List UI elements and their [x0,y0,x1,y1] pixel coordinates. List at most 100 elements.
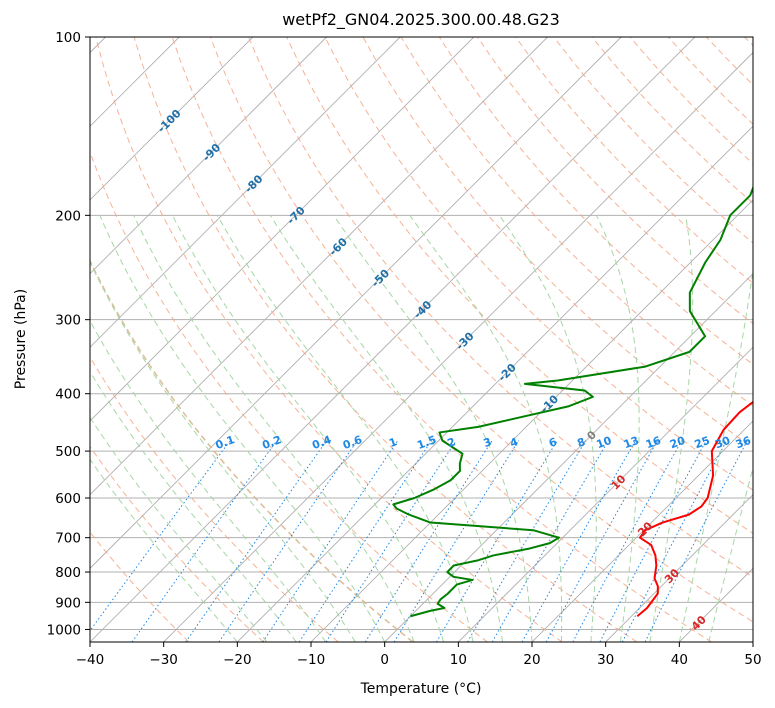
mixing-ratio-line [262,440,399,642]
mixing-ratio-label: 6 [547,435,559,450]
mixing-ratio-label: 36 [734,434,753,452]
isotherm-line [679,567,753,642]
mixing-ratio-line [435,440,558,642]
dry-adiabat [90,150,488,642]
moist-adiabat [678,265,753,642]
moist-adiabat [409,215,563,642]
mixing-ratio-line [131,440,278,642]
moist-adiabat [708,465,753,642]
plot-frame [89,36,754,643]
x-tick-label: −40 [76,652,105,668]
dry-adiabat [171,37,712,642]
mixing-ratio-label: 4 [508,435,520,450]
mixing-ratio-label: 30 [713,434,732,452]
isotherm-line [163,51,753,642]
y-tick-label: 800 [55,565,81,581]
isotherm-line [90,37,254,201]
y-tick-label: 100 [55,30,81,46]
y-tick-label: 200 [55,208,81,224]
dry-adiabat [667,37,753,125]
dry-adiabat [706,37,753,86]
isotherm-label: 40 [689,613,709,633]
y-tick-label: 900 [55,595,81,611]
isotherm-line [310,199,753,642]
isotherm-line [90,37,696,642]
mixing-ratio-line [599,440,707,642]
dry-adiabat [90,445,264,642]
isotherm-line [237,125,753,642]
mixing-ratio-label: 25 [693,434,712,451]
moist-adiabat [90,260,356,642]
x-tick-label: 20 [523,652,540,668]
temperature-profile [636,400,753,618]
isotherm-label: 30 [662,566,682,586]
x-tick-label: 10 [450,652,467,668]
x-tick-label: 30 [597,652,614,668]
x-axis-title: Temperature (°C) [360,681,482,697]
mixing-ratio-line [90,440,231,632]
mixing-ratio-label: 16 [644,434,663,452]
x-tick-label: 40 [671,652,688,668]
moist-adiabat [99,215,386,642]
mixing-ratio-label: 0.2 [260,433,283,452]
moist-adiabat [90,319,327,642]
mixing-ratio-label: 2 [446,435,458,450]
isotherm-line [90,37,475,422]
mixing-ratio-line [364,440,493,642]
y-tick-label: 700 [55,531,81,547]
mixing-ratio-label: 0.4 [310,433,333,452]
mixing-ratio-label: 1 [387,435,399,450]
moist-adiabat [90,416,268,642]
dry-adiabat [286,37,753,534]
isotherm-label: -20 [496,361,519,384]
dry-adiabat [90,259,414,642]
y-tick-label: 1000 [47,622,81,638]
isotherm-line [90,37,327,275]
x-tick-label: −20 [223,652,252,668]
dry-adiabat [248,37,753,578]
moist-adiabat [90,370,297,642]
mixing-ratio-label: 10 [595,434,614,452]
mixing-ratio-line [545,440,659,642]
isotherm-label: -40 [411,298,434,321]
mixing-ratio-line [467,440,587,642]
mixing-ratio-label: 3 [482,435,494,450]
mixing-ratio-label: 20 [668,434,687,452]
mixing-ratio-line [572,440,683,642]
chart-title: wetPf2_GN04.2025.300.00.48.G23 [282,10,560,30]
dry-adiabat [209,37,753,623]
moist-adiabat [333,215,533,642]
y-axis-title: Pressure (hPa) [13,289,29,389]
isotherm-line [384,272,753,642]
isotherm-label: -70 [284,204,307,227]
mixing-ratio-line [491,440,609,642]
isotherm-line [90,37,548,496]
isotherm-line [458,346,753,642]
y-tick-label: 600 [55,491,81,507]
mixing-ratio-line [325,440,457,642]
x-tick-label: −30 [149,652,178,668]
dry-adiabat [591,37,753,204]
dry-adiabat [90,356,339,642]
isotherm-label: -80 [242,172,265,195]
x-tick-label: 0 [380,652,389,668]
mixing-ratio-line [393,440,520,642]
isotherm-line [90,37,622,569]
y-tick-label: 400 [55,387,81,403]
mixing-ratio-label: 0.1 [214,433,237,452]
dry-adiabat [95,37,563,642]
isotherm-label: 20 [635,519,655,539]
mixing-ratio-line [521,440,636,642]
dry-adiabat [133,37,638,642]
moist-adiabat [216,215,474,642]
dewpoint-profile [392,185,753,618]
mixing-ratio-label: 8 [576,435,588,450]
y-tick-label: 300 [55,313,81,329]
mixing-ratio-label: 13 [622,434,641,451]
x-tick-label: −10 [297,652,326,668]
isotherm-label: -30 [453,329,476,352]
moist-adiabat [172,215,445,642]
dry-adiabat [324,37,753,491]
isotherm-line [752,641,753,642]
